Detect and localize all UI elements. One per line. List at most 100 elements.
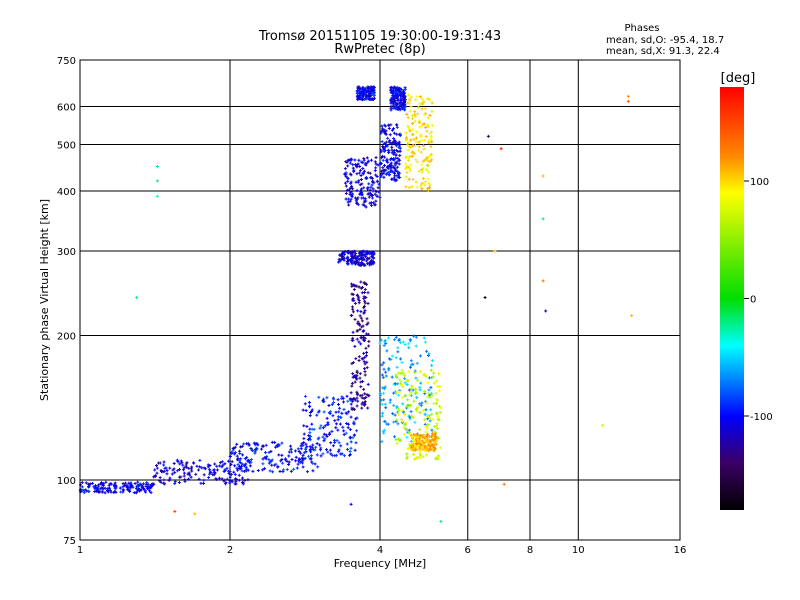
data-point <box>351 372 355 376</box>
data-point <box>359 262 363 266</box>
data-point <box>122 488 126 492</box>
data-point <box>238 459 242 463</box>
y-tick-label: 400 <box>57 187 76 198</box>
data-point <box>406 379 410 383</box>
data-point <box>353 196 357 200</box>
data-point <box>413 448 417 452</box>
data-point <box>431 429 435 433</box>
data-point <box>403 98 407 102</box>
data-point <box>290 457 294 461</box>
data-point <box>351 166 355 170</box>
data-point <box>420 401 424 405</box>
data-point <box>430 110 434 114</box>
data-point <box>406 398 410 402</box>
data-point <box>173 471 177 475</box>
data-point <box>303 402 307 406</box>
data-point <box>164 466 168 470</box>
data-point <box>350 184 354 188</box>
phase-stats-o: mean, sd,O: -95.4, 18.7 <box>606 35 724 46</box>
data-point <box>309 434 313 438</box>
data-point <box>349 397 353 401</box>
data-point <box>230 460 234 464</box>
data-point <box>394 96 398 100</box>
data-point <box>357 179 361 183</box>
data-point <box>289 447 293 451</box>
data-point <box>380 402 384 406</box>
data-point <box>267 458 271 462</box>
data-point <box>338 259 342 263</box>
data-point <box>343 454 347 458</box>
data-point <box>310 427 314 431</box>
data-point <box>362 200 366 204</box>
data-point <box>374 199 378 203</box>
data-point <box>366 186 370 190</box>
data-point <box>367 94 371 98</box>
data-point <box>334 410 338 414</box>
data-point <box>310 446 314 450</box>
data-point <box>363 392 367 396</box>
data-point <box>254 442 258 446</box>
data-point <box>435 426 439 430</box>
data-point <box>436 372 440 376</box>
data-point <box>398 175 402 179</box>
data-point <box>225 466 229 470</box>
data-point <box>368 263 372 267</box>
data-point <box>418 370 422 374</box>
data-point <box>327 432 331 436</box>
data-point <box>367 344 371 348</box>
data-point <box>343 167 347 171</box>
data-point <box>408 154 412 158</box>
data-point <box>424 399 428 403</box>
data-point <box>175 458 179 462</box>
data-point <box>278 469 282 473</box>
data-point <box>382 367 386 371</box>
data-point <box>406 142 410 146</box>
data-point <box>420 138 424 142</box>
data-point <box>397 145 401 149</box>
data-point <box>323 424 327 428</box>
data-point <box>405 457 409 461</box>
data-point <box>235 442 239 446</box>
data-point <box>271 470 275 474</box>
data-point <box>349 391 353 395</box>
data-point <box>356 297 360 301</box>
data-point <box>340 395 344 399</box>
data-point <box>416 112 420 116</box>
data-point <box>351 255 355 259</box>
data-point <box>227 471 231 475</box>
data-point <box>92 485 96 489</box>
data-point <box>410 144 414 148</box>
data-point <box>259 447 263 451</box>
data-point <box>329 452 333 456</box>
data-point <box>153 468 157 472</box>
data-point <box>360 285 364 289</box>
data-point <box>426 177 430 181</box>
data-point <box>106 489 110 493</box>
data-point <box>409 394 413 398</box>
data-point <box>83 488 87 492</box>
data-point <box>344 191 348 195</box>
data-point <box>298 460 302 464</box>
data-point <box>162 460 166 464</box>
data-point <box>413 112 417 116</box>
data-point <box>394 356 398 360</box>
data-point <box>423 180 427 184</box>
data-point <box>383 142 387 146</box>
data-point <box>433 425 437 429</box>
data-point <box>350 262 354 266</box>
data-point <box>361 85 365 89</box>
data-point <box>366 382 370 386</box>
data-point <box>101 483 105 487</box>
data-point <box>390 85 394 89</box>
data-point <box>360 191 364 195</box>
data-point <box>405 131 409 135</box>
data-point <box>345 261 349 265</box>
data-point <box>301 408 305 412</box>
data-point <box>381 411 385 415</box>
data-point <box>430 443 434 447</box>
data-point <box>395 160 399 164</box>
data-point <box>438 410 442 414</box>
data-point <box>349 313 353 317</box>
data-point <box>321 435 325 439</box>
data-point <box>396 346 400 350</box>
